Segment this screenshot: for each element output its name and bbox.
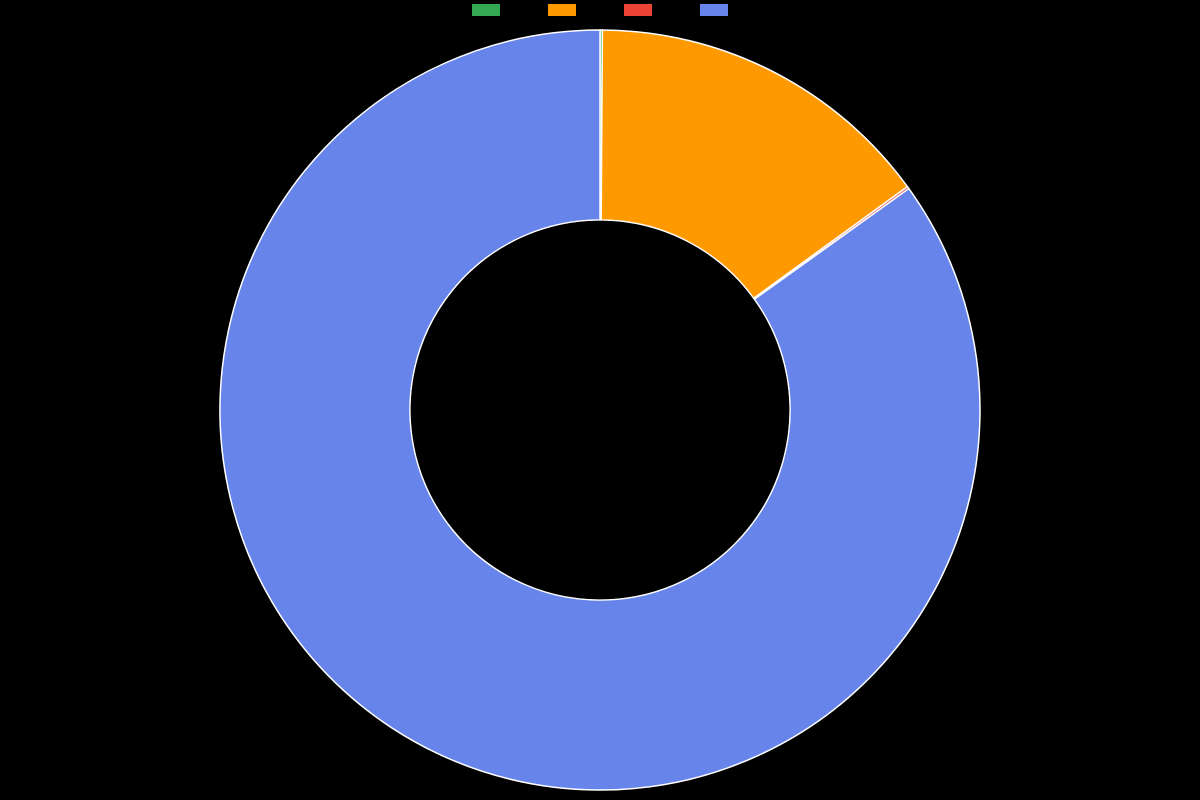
legend-swatch-1 xyxy=(548,4,576,16)
chart-legend xyxy=(0,4,1200,16)
legend-swatch-3 xyxy=(700,4,728,16)
donut-chart-container xyxy=(0,20,1200,800)
legend-swatch-2 xyxy=(624,4,652,16)
donut-chart xyxy=(215,25,985,795)
legend-swatch-0 xyxy=(472,4,500,16)
donut-hole xyxy=(411,221,790,600)
